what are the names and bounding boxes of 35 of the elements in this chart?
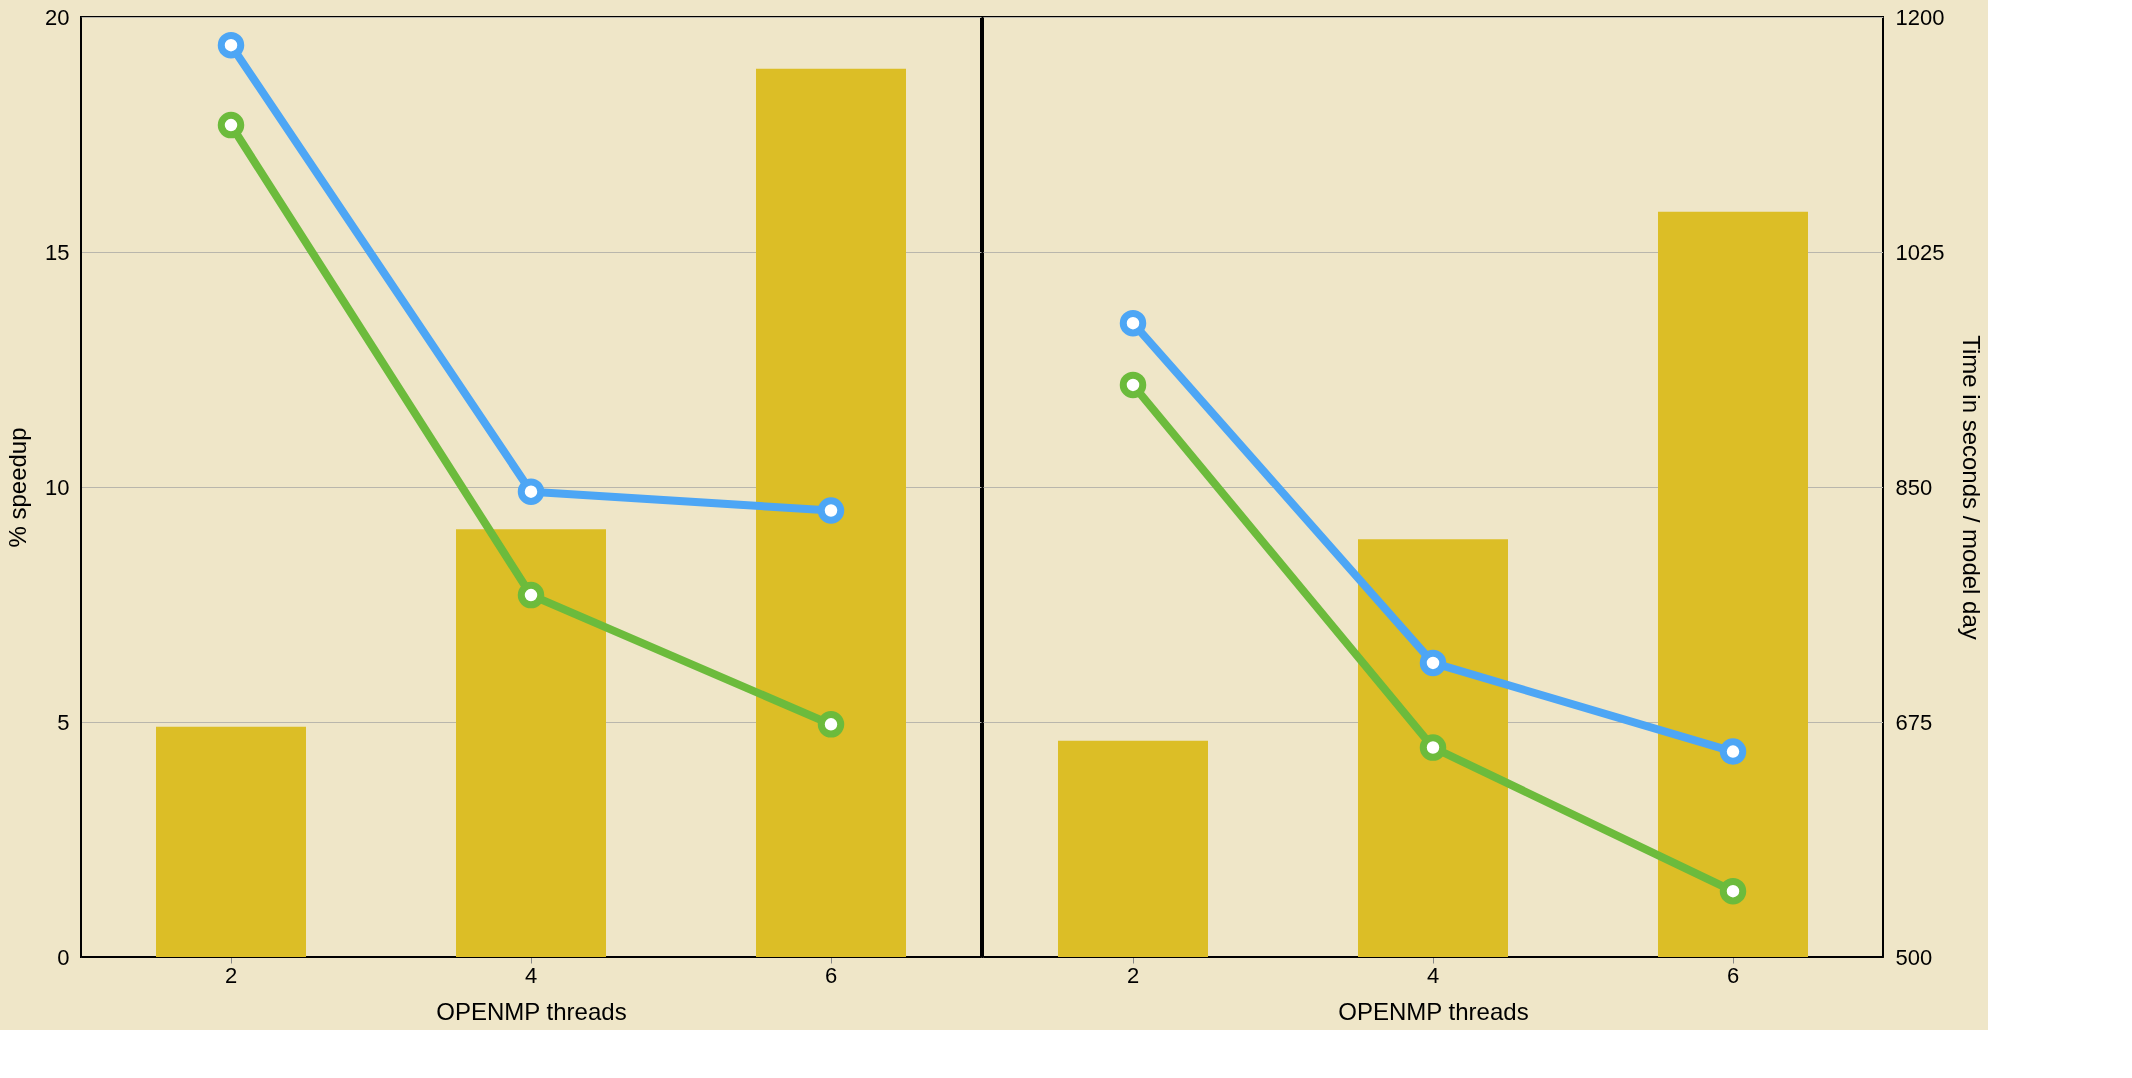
y-tick-label: 5 [57, 709, 70, 735]
x-tick-label: 4 [524, 962, 538, 988]
point [1119, 371, 1147, 399]
point [517, 478, 545, 505]
bar [156, 726, 306, 957]
x-tick-label: 2 [1126, 962, 1140, 988]
point [1719, 738, 1747, 765]
point [817, 711, 845, 738]
x-axis-title: OPENMP threads [1338, 997, 1529, 1025]
point [217, 31, 245, 59]
point [1719, 877, 1747, 905]
y2-tick-label: 850 [1895, 474, 1933, 500]
x-tick-label: 2 [224, 962, 238, 988]
point [817, 497, 845, 524]
y2-tick-label: 1025 [1895, 239, 1945, 265]
y2-tick-label: 1200 [1895, 4, 1945, 30]
point [1419, 649, 1447, 677]
x-tick-label: 4 [1426, 962, 1440, 988]
y-tick-label: 10 [45, 474, 70, 500]
y2-tick-label: 675 [1895, 709, 1933, 735]
y-tick-label: 15 [45, 239, 70, 265]
point [217, 111, 245, 139]
point [517, 581, 545, 609]
bar [456, 529, 606, 957]
point [1119, 309, 1147, 337]
x-axis-title: OPENMP threads [436, 997, 627, 1025]
x-tick-label: 6 [824, 962, 838, 988]
y-axis-title: % speedup [4, 427, 32, 548]
bar [756, 68, 906, 957]
y2-axis-title: Time in seconds / model day [1958, 335, 1986, 640]
y-tick-label: 0 [57, 944, 70, 970]
x-tick-label: 6 [1726, 962, 1740, 988]
point [1419, 734, 1447, 761]
y-tick-label: 20 [45, 4, 70, 30]
y2-tick-label: 500 [1895, 944, 1933, 970]
